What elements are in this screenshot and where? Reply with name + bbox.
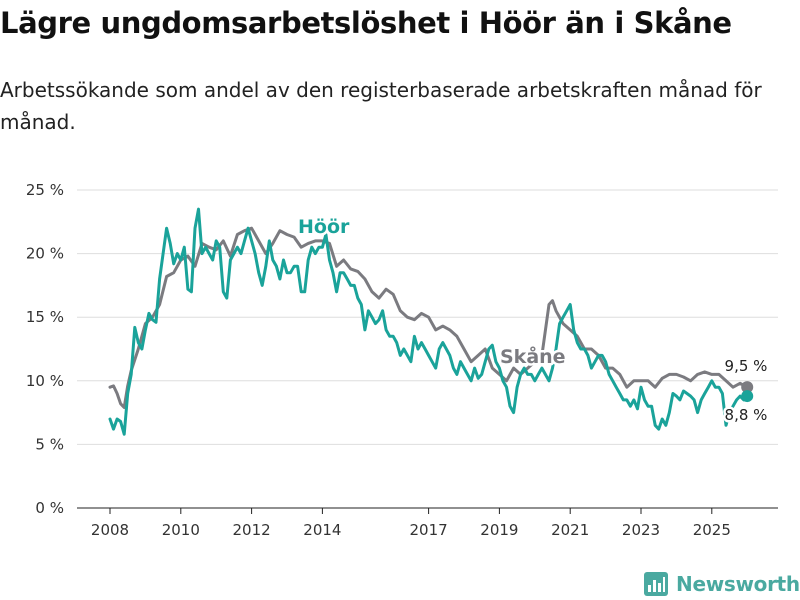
- series-line-hr: [108, 207, 749, 436]
- x-tick-label: 2021: [551, 521, 589, 539]
- y-tick-label: 5 %: [35, 435, 64, 453]
- x-tick-label: 2023: [622, 521, 660, 539]
- x-tick-label: 2008: [91, 521, 129, 539]
- series-label-skane: Skåne: [500, 344, 566, 368]
- x-tick-label: 2010: [162, 521, 200, 539]
- series-label-hoor: Höör: [298, 216, 350, 238]
- x-tick-label: 2012: [233, 521, 271, 539]
- x-tick-label: 2019: [480, 521, 518, 539]
- end-point-skne: [741, 381, 754, 394]
- y-tick-label: 25 %: [26, 181, 64, 199]
- end-value-skane: 9,5 %: [725, 357, 768, 375]
- gridlines: [77, 189, 778, 509]
- y-tick-label: 20 %: [26, 245, 64, 263]
- newsworthy-chart-icon: [644, 572, 668, 596]
- chart-subtitle: Arbetssökande som andel av den registerb…: [0, 78, 762, 134]
- y-tick-label: 10 %: [26, 372, 64, 390]
- series-line-skne: [108, 226, 749, 409]
- brand-name: Newsworthy: [676, 572, 800, 596]
- axes: 0 % 5 % 10 % 15 % 20 % 25 % 2008 2010 2012 2014 20…: [26, 181, 731, 539]
- x-tick-label: 2014: [303, 521, 341, 539]
- series-lines: [108, 207, 754, 436]
- end-value-hoor: 8,8 %: [725, 406, 768, 424]
- y-tick-label: 15 %: [26, 308, 64, 326]
- x-tick-label: 2017: [410, 521, 448, 539]
- x-tick-label: 2025: [693, 521, 731, 539]
- end-point-hr: [741, 390, 754, 403]
- chart-title: Lägre ungdomsarbetslöshet i Höör än i Sk…: [0, 6, 732, 40]
- y-tick-label: 0 %: [35, 499, 64, 517]
- brand-logo: Newsworthy: [644, 570, 800, 598]
- series-labels: Skåne Höör 9,5 % 8,8 %: [296, 214, 770, 427]
